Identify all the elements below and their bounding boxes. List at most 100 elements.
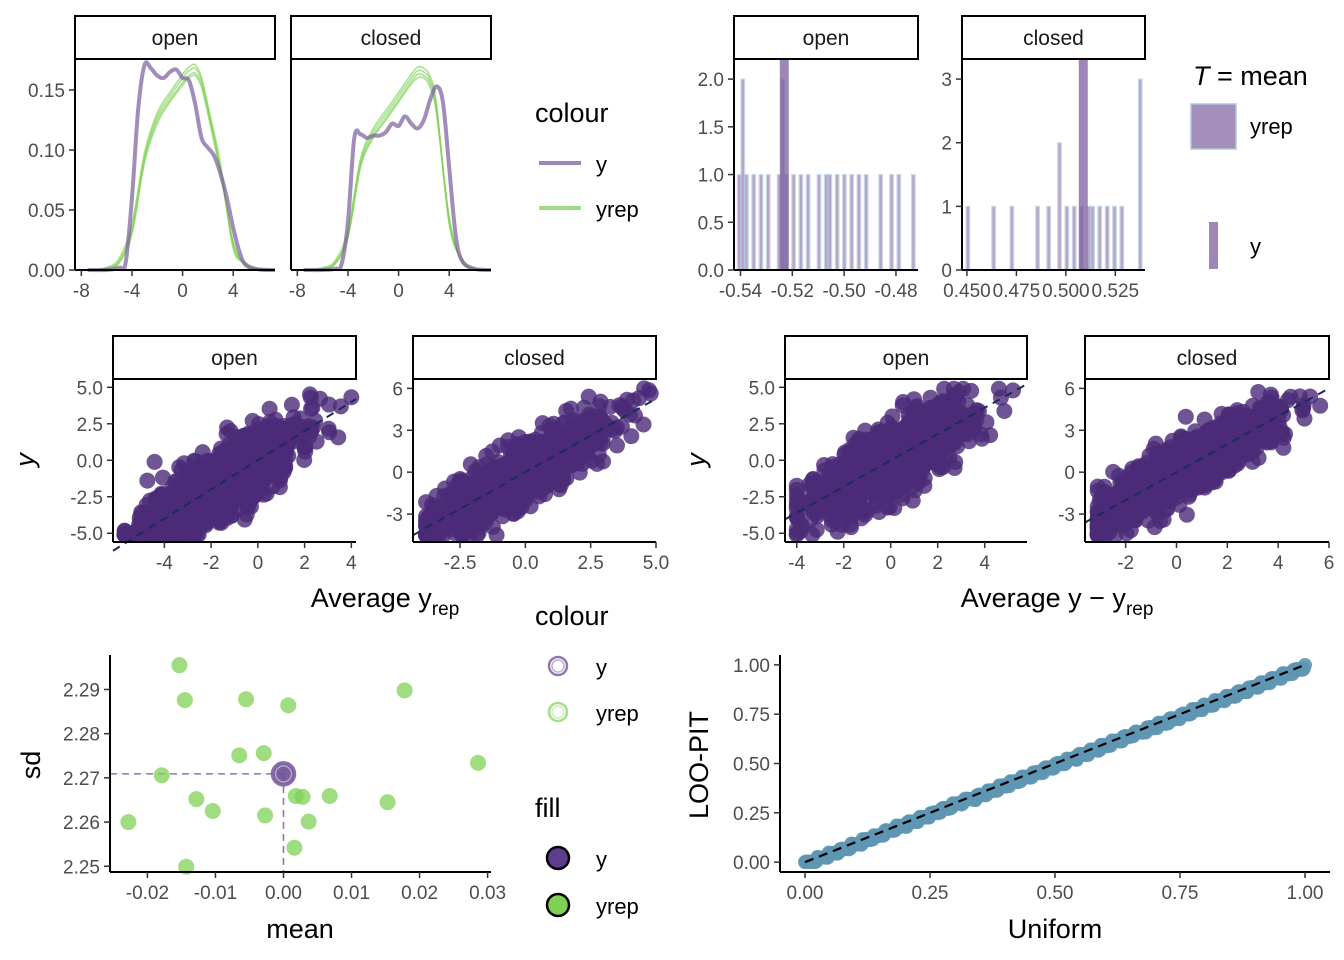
density-yrep-line: [87, 71, 276, 271]
hist-bar: [841, 173, 847, 271]
y-tick-label: 0: [1064, 463, 1075, 484]
x-tick-label: -0.54: [719, 281, 763, 302]
scatter-point: [827, 503, 844, 520]
scatter-point: [895, 394, 912, 411]
x-tick-label: 4: [1273, 553, 1284, 574]
y-tick-label: 2.27: [63, 769, 100, 790]
x-tick-label: 4: [444, 281, 455, 302]
hist-bar: [805, 173, 811, 271]
scatter-point: [207, 462, 224, 479]
scatter-point: [302, 422, 319, 439]
scatter-point: [788, 493, 805, 510]
yrep-stat-point: [294, 788, 311, 805]
hist-bar: [798, 173, 804, 271]
x-tick-label: 0: [177, 281, 188, 302]
scatter-point: [1196, 479, 1213, 496]
scatter-point: [608, 437, 625, 454]
scatter-point: [812, 498, 829, 515]
y-tick-label: -3: [1058, 505, 1075, 526]
scatter-point: [878, 431, 895, 448]
stat-2d-plot: -0.02 -0.01 0.00 0.01 0.02 0.032.252.262.272.…: [63, 655, 506, 904]
y-tick-label: 0.05: [28, 201, 65, 222]
x-tick-label: 0: [393, 281, 404, 302]
scatter-point: [842, 516, 859, 533]
y-tick-label: 1.0: [698, 166, 724, 187]
scatter-point: [222, 423, 239, 440]
scatter-point: [549, 427, 566, 444]
scatter-point: [1178, 506, 1195, 523]
scatter-point: [1291, 388, 1308, 405]
scatter-point: [1122, 478, 1139, 495]
scatter-point: [1101, 519, 1118, 536]
hist-bar: [744, 173, 749, 271]
yrep-stat-point: [153, 767, 170, 784]
hist-y-stat-bar: [1078, 60, 1088, 270]
scatter-point: [248, 486, 265, 503]
x-tick-label: -4: [124, 281, 141, 302]
facet-strip-label: open: [152, 27, 199, 50]
hist-bar: [1119, 205, 1125, 271]
scatter-point: [1176, 460, 1193, 477]
scatter-point: [120, 526, 137, 543]
x-tick-label: -4: [156, 553, 173, 574]
scatter-point: [250, 416, 267, 433]
yrep-stat-point: [321, 787, 338, 804]
scatter-point: [428, 527, 445, 544]
yrep-stat-point: [470, 754, 487, 771]
hist-bar: [1090, 205, 1096, 271]
facet-strip: [733, 15, 919, 60]
hist-bar: [816, 173, 822, 271]
scatter-point: [188, 460, 205, 477]
scatter-point: [878, 462, 895, 479]
yrep-stat-point: [379, 794, 396, 811]
x-tick-label: 4: [228, 281, 239, 302]
scatter-point: [945, 380, 962, 397]
x-tick-label: 2: [1222, 553, 1233, 574]
y-tick-label: 0: [392, 463, 403, 484]
hist-bar: [1104, 205, 1110, 271]
x-tick-label: -0.02: [126, 883, 169, 904]
hist-bar: [1137, 78, 1143, 271]
yrep-stat-point: [178, 858, 195, 875]
scatter-point: [269, 418, 286, 435]
y-tick-label: 5.0: [749, 378, 775, 399]
reference-line: [412, 397, 657, 537]
scatter-point: [923, 410, 940, 427]
scatter-point: [1217, 416, 1234, 433]
scatter-point: [611, 397, 628, 414]
scatter-point: [1275, 439, 1292, 456]
facet-strip: [412, 335, 657, 380]
y-stat-point-ring: [274, 765, 293, 783]
y-tick-label: 3: [1064, 421, 1075, 442]
scatter-point: [174, 522, 191, 539]
x-tick-label: 2.5: [577, 553, 603, 574]
scatter-point: [963, 413, 980, 430]
x-tick-label: 2: [299, 553, 310, 574]
scatter-point: [461, 509, 478, 526]
scatter-point: [809, 476, 826, 493]
scatter-point: [897, 421, 914, 438]
hist-bar: [849, 173, 855, 271]
x-tick-label: 0.02: [401, 883, 438, 904]
hist-bar: [765, 173, 771, 271]
scatter-point: [175, 502, 192, 519]
x-tick-label: 6: [1324, 553, 1335, 574]
scatter-points: [784, 380, 1028, 543]
scatter-point: [1256, 400, 1273, 417]
scatter-point: [1240, 426, 1257, 443]
scatter-point: [1178, 439, 1195, 456]
scatter-point: [473, 498, 490, 515]
scatter-point: [131, 509, 148, 526]
x-tick-label: -2: [1117, 553, 1134, 574]
y-tick-label: 2.29: [63, 680, 100, 701]
hist-bar: [1046, 205, 1052, 271]
scatter-point: [164, 479, 181, 496]
scatter-point: [893, 478, 910, 495]
hist-bar: [889, 173, 894, 271]
y-tick-label: 1: [941, 197, 952, 218]
density-yrep-line: [303, 76, 492, 271]
hist-bar: [1057, 142, 1062, 271]
scatter-point: [1089, 519, 1106, 536]
density-yrep-line: [87, 63, 276, 271]
y-tick-label: 2: [941, 134, 952, 155]
